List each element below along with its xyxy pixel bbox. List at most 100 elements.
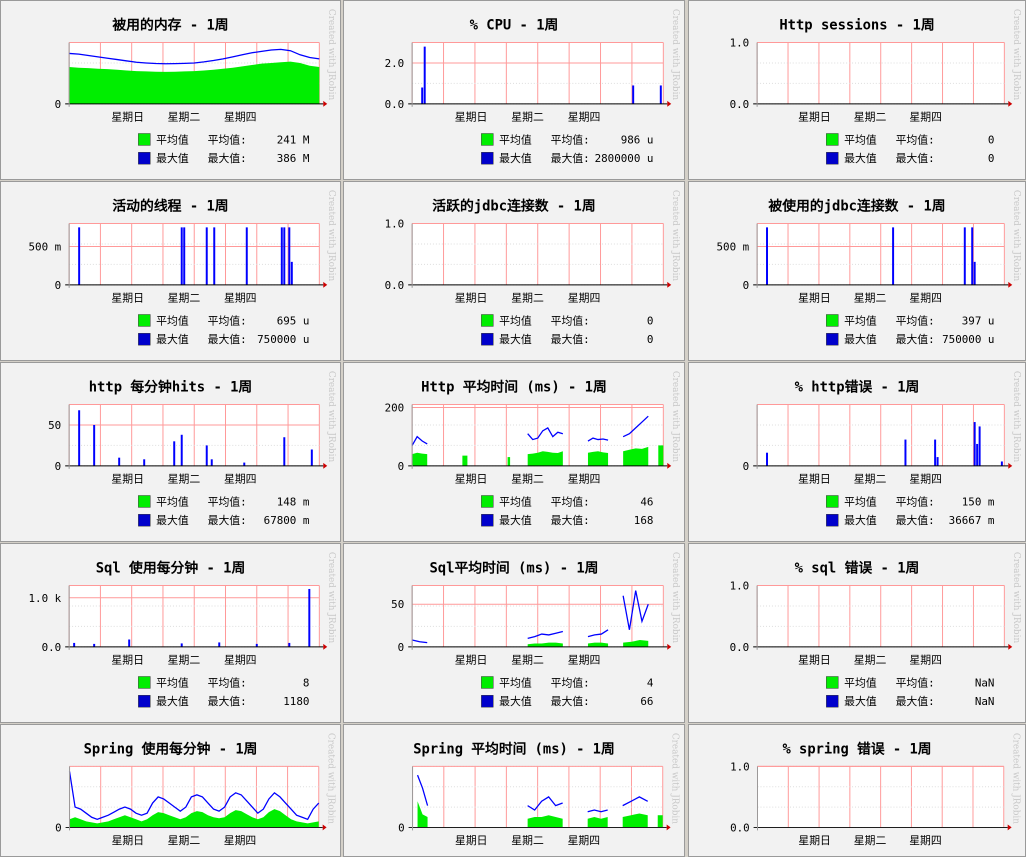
y-tick-label: 0 (55, 821, 62, 834)
legend-value: 36667 m (949, 514, 995, 527)
chart-title: Spring 平均时间 (ms) - 1周 (413, 741, 614, 758)
x-tick-label: 星期日 (455, 473, 488, 486)
series-area (69, 809, 319, 828)
axis-arrow-icon (1008, 643, 1013, 650)
watermark-text: Created with JRobin (326, 733, 336, 824)
x-tick-label: 星期四 (909, 654, 942, 667)
x-tick-label: 星期四 (224, 834, 256, 847)
series-line (68, 771, 320, 821)
legend-label: 最大值 (844, 151, 877, 165)
x-tick-label: 星期四 (568, 654, 601, 667)
legend-label: 平均值 (156, 133, 189, 146)
legend-value: 148 m (277, 495, 310, 508)
legend-label: 平均值 (844, 314, 877, 327)
axis-arrow-icon (667, 643, 672, 650)
legend-stat-label: 平均值: (551, 495, 590, 508)
y-tick-label: 1.0 k (29, 592, 62, 605)
x-tick-label: 星期日 (111, 292, 144, 305)
chart-panel: Spring 使用每分钟 - 1周0星期日星期二星期四平均值平均值:最大值最大值… (0, 724, 341, 857)
series-area (412, 452, 428, 466)
axis-arrow-icon (667, 462, 672, 469)
chart-panel: 被使用的jdbc连接数 - 1周 0 500 m 星期日 星期二 星期四 平均值 平均值: 39… (688, 181, 1026, 361)
legend-swatch (138, 133, 151, 146)
watermark-text: Created with JRobin (1011, 9, 1021, 101)
chart-title: 被用的内存 - 1周 (112, 17, 228, 34)
x-tick-label: 星期日 (798, 654, 831, 667)
x-tick-label: 星期二 (854, 111, 887, 124)
legend-stat-label: 最大值: (208, 151, 247, 165)
legend-swatch (481, 314, 494, 327)
legend-label: 最大值 (499, 694, 532, 708)
legend-label: 最大值 (499, 513, 532, 527)
series-line (411, 435, 428, 446)
watermark-text: Created with JRobin (326, 190, 336, 282)
x-tick-label: 星期日 (112, 834, 144, 847)
x-tick-label: 星期四 (224, 473, 257, 486)
y-tick-label: 2.0 (385, 57, 405, 70)
legend-swatch (481, 514, 494, 527)
series-line (587, 437, 609, 442)
legend-value: 46 (640, 495, 653, 508)
y-tick-label: 0 (55, 460, 62, 473)
x-tick-label: 星期四 (909, 292, 942, 305)
x-tick-label: 星期四 (224, 111, 257, 124)
x-tick-label: 星期四 (568, 111, 601, 124)
legend-swatch (138, 695, 151, 708)
legend-label: 最大值 (156, 151, 189, 165)
series-area (69, 61, 320, 104)
legend-swatch (138, 514, 151, 527)
watermark-text: Created with JRobin (1011, 371, 1021, 463)
series-line (69, 48, 320, 65)
y-tick-label: 0 (398, 641, 405, 654)
y-tick-label: 50 (48, 419, 61, 432)
chart-panel: 被用的内存 - 1周 0 星期日 星期二 星期四 平均值 平均值: 241 M 最大值 最大值: 3… (0, 0, 341, 180)
legend-stat-label: 最大值: (896, 694, 935, 708)
chart-title: 活跃的jdbc连接数 - 1周 (432, 198, 595, 215)
legend-value: 2800000 u (595, 152, 654, 165)
y-tick-label: 0 (55, 98, 62, 111)
chart-panel: 活动的线程 - 1周 0 500 m 星期日 星期二 星期四 平均值 平均值: 695 u 最大值… (0, 181, 341, 361)
legend-stat-label: 平均值: (896, 314, 935, 327)
legend-swatch (481, 333, 494, 346)
series-line (622, 796, 649, 807)
series-line (412, 639, 428, 644)
legend-label: 平均值 (499, 676, 532, 689)
legend-stat-label: 平均值: (551, 314, 590, 327)
legend-stat-label: 平均值: (896, 495, 935, 508)
legend-label: 最大值 (156, 694, 189, 708)
legend-label: 平均值 (844, 133, 877, 146)
axis-arrow-icon (322, 824, 327, 831)
y-tick-label: 0 (398, 821, 405, 834)
series-line (416, 774, 429, 806)
x-tick-label: 星期日 (798, 834, 830, 847)
x-tick-label: 星期日 (455, 111, 488, 124)
axis-arrow-icon (667, 281, 672, 288)
legend-stat-label: 最大值: (896, 513, 935, 527)
legend-stat-label: 平均值: (208, 133, 247, 146)
y-tick-label: 0 (398, 460, 405, 473)
x-tick-label: 星期二 (854, 292, 887, 305)
legend-value: 0 (647, 314, 654, 327)
legend-value: NaN (975, 676, 995, 689)
x-tick-label: 星期二 (854, 473, 887, 486)
legend-value: 150 m (962, 495, 995, 508)
series-area (527, 451, 563, 466)
legend-value: 0 (647, 333, 654, 346)
series-area (623, 446, 649, 466)
y-tick-label: 50 (391, 598, 404, 611)
x-tick-label: 星期二 (168, 834, 201, 847)
legend-value: 750000 u (257, 333, 309, 346)
x-tick-label: 星期日 (455, 654, 488, 667)
chart-panel: % sql 错误 - 1周 0.0 1.0 星期日 星期二 星期四 平均值 平均值: NaN 最大… (688, 543, 1026, 723)
axis-arrow-icon (1007, 824, 1012, 831)
chart-svg: Spring 平均时间 (ms) - 1周0星期日星期二星期四平均值平均值:最大… (398, 733, 679, 847)
legend-stat-label: 最大值: (896, 151, 935, 165)
legend-value: 1180 (283, 695, 309, 708)
series-area (527, 815, 563, 828)
legend-label: 平均值 (156, 676, 189, 689)
legend-stat-label: 平均值: (896, 133, 935, 146)
x-tick-label: 星期二 (168, 654, 201, 667)
